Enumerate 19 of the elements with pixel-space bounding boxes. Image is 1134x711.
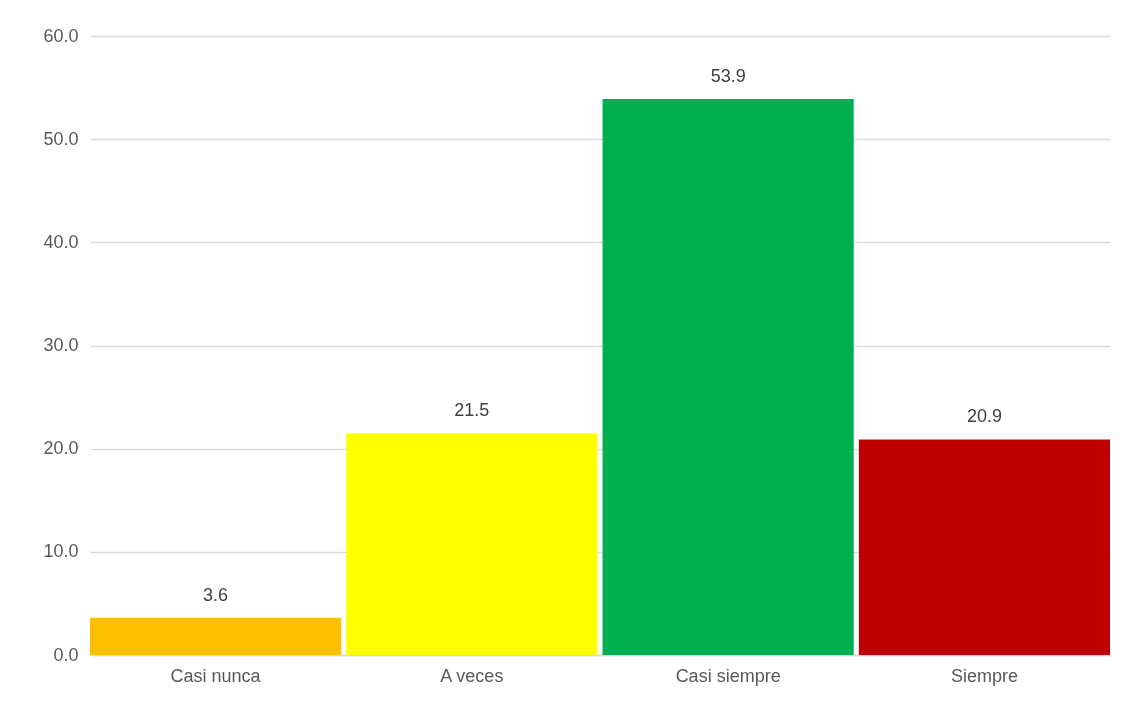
bar bbox=[858, 439, 1110, 655]
y-tick-label: 50.0 bbox=[43, 128, 79, 149]
x-tick-label: A veces bbox=[440, 665, 504, 686]
x-tick-label: Siempre bbox=[950, 665, 1018, 686]
data-label: 21.5 bbox=[454, 400, 490, 421]
y-tick-label: 10.0 bbox=[43, 541, 79, 562]
x-tick-label: Casi siempre bbox=[675, 665, 781, 686]
x-tick-label: Casi nunca bbox=[170, 665, 262, 686]
data-label: 20.9 bbox=[966, 406, 1002, 427]
bar bbox=[90, 617, 342, 655]
y-tick-label: 40.0 bbox=[43, 231, 79, 252]
data-label: 3.6 bbox=[203, 584, 229, 605]
y-tick-label: 0.0 bbox=[53, 644, 79, 665]
bar bbox=[602, 98, 854, 655]
y-tick-label: 60.0 bbox=[43, 25, 79, 46]
y-tick-label: 30.0 bbox=[43, 335, 79, 355]
data-label: 53.9 bbox=[710, 65, 746, 86]
y-tick-label: 20.0 bbox=[43, 438, 79, 459]
bar bbox=[346, 433, 598, 655]
